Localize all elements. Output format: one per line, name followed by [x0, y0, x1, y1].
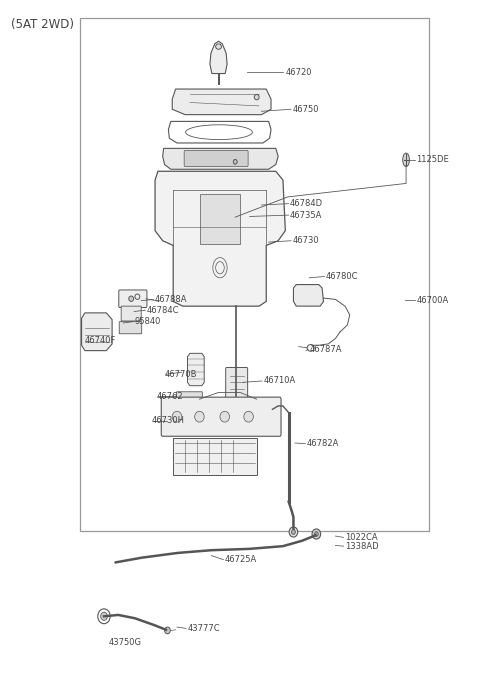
Text: 1022CA: 1022CA — [345, 533, 378, 542]
Text: 46730: 46730 — [292, 236, 319, 245]
Text: 46787A: 46787A — [309, 345, 342, 354]
Ellipse shape — [289, 527, 298, 537]
Text: 95840: 95840 — [134, 317, 160, 326]
Bar — [80, 18, 429, 531]
Text: 46700A: 46700A — [417, 296, 449, 305]
Polygon shape — [188, 353, 204, 386]
Text: 46740F: 46740F — [85, 336, 116, 345]
Text: 46725A: 46725A — [225, 555, 257, 564]
Polygon shape — [163, 148, 278, 169]
Polygon shape — [293, 284, 324, 306]
FancyBboxPatch shape — [161, 397, 281, 436]
Ellipse shape — [244, 412, 253, 422]
FancyBboxPatch shape — [119, 322, 142, 334]
Polygon shape — [155, 171, 285, 306]
FancyBboxPatch shape — [173, 437, 257, 475]
Polygon shape — [172, 89, 271, 114]
Text: 46782A: 46782A — [307, 439, 339, 448]
Polygon shape — [210, 41, 227, 74]
Text: 1338AD: 1338AD — [345, 542, 379, 550]
Ellipse shape — [220, 412, 229, 422]
Text: (5AT 2WD): (5AT 2WD) — [11, 18, 74, 31]
Ellipse shape — [314, 531, 318, 536]
Text: 46784D: 46784D — [290, 199, 323, 208]
Ellipse shape — [312, 529, 321, 539]
FancyBboxPatch shape — [226, 368, 248, 408]
Text: 46710A: 46710A — [264, 376, 296, 385]
Text: 46780C: 46780C — [326, 272, 359, 281]
Ellipse shape — [101, 612, 108, 620]
Ellipse shape — [165, 627, 170, 634]
Text: 46770B: 46770B — [165, 370, 197, 378]
Ellipse shape — [172, 412, 182, 422]
FancyBboxPatch shape — [184, 150, 248, 167]
FancyBboxPatch shape — [177, 392, 202, 400]
Ellipse shape — [403, 153, 409, 167]
Ellipse shape — [129, 296, 133, 301]
Text: 46762: 46762 — [157, 392, 183, 401]
Text: 46784C: 46784C — [147, 306, 180, 315]
Ellipse shape — [216, 44, 221, 49]
FancyBboxPatch shape — [200, 194, 240, 244]
Text: 46788A: 46788A — [155, 295, 188, 304]
Text: 43777C: 43777C — [188, 624, 220, 633]
Ellipse shape — [195, 412, 204, 422]
Text: 1125DE: 1125DE — [417, 155, 449, 165]
Ellipse shape — [291, 529, 295, 534]
FancyBboxPatch shape — [119, 290, 147, 307]
Text: 46720: 46720 — [285, 68, 312, 77]
FancyBboxPatch shape — [121, 306, 141, 321]
Text: 46730H: 46730H — [152, 416, 185, 425]
Text: 46735A: 46735A — [290, 211, 323, 219]
Text: 46750: 46750 — [292, 105, 319, 114]
Text: 43750G: 43750G — [109, 638, 142, 647]
Ellipse shape — [254, 94, 259, 100]
Ellipse shape — [233, 160, 237, 165]
Polygon shape — [82, 313, 112, 351]
